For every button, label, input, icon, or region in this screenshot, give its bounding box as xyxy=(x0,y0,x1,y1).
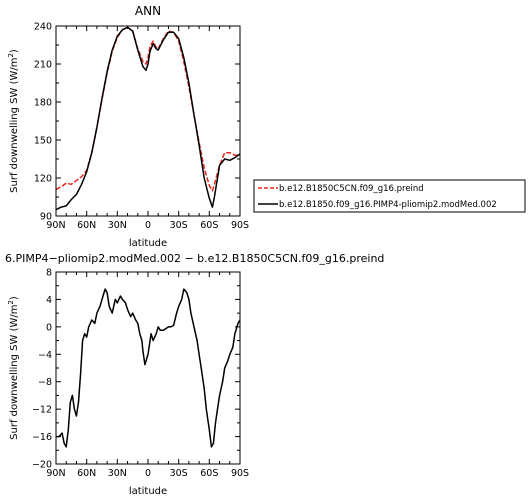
y-tick-label: 180 xyxy=(34,98,52,109)
bottom-x-axis-label: latitude xyxy=(129,486,167,497)
y-tick-label: −16 xyxy=(32,432,52,443)
bottom-plot-frame xyxy=(55,271,241,465)
series-line-difference xyxy=(56,288,241,448)
bottom-y-tick-labels: −20 −16 −12 −8 −4 0 4 8 xyxy=(32,268,52,471)
legend-label-pliomip: b.e12.B1850.f09_g16.PIMP4-pliomip2.modMe… xyxy=(279,200,497,210)
x-tick-label: 30N xyxy=(108,220,127,231)
bottom-series-lines xyxy=(56,288,241,448)
bottom-chart-title: 6.PIMP4−pliomip2.modMed.002 − b.e12.B185… xyxy=(5,252,384,265)
y-tick-label: −4 xyxy=(38,350,52,361)
top-chart-title: ANN xyxy=(135,4,161,18)
x-tick-label: 30S xyxy=(170,220,188,231)
series-line-preind xyxy=(55,26,240,192)
bottom-panel: 6.PIMP4−pliomip2.modMed.002 − b.e12.B185… xyxy=(5,252,384,497)
top-y-axis-label: Surf downwelling SW (W/m2) xyxy=(7,49,20,193)
y-tick-label: 0 xyxy=(46,322,52,333)
bottom-y-axis-label-sup: 2 xyxy=(7,300,15,304)
top-panel: ANN 90N 60N 30N 0 30S 60S 90S 90 120 150 180 210 24… xyxy=(7,4,249,249)
top-x-axis-label: latitude xyxy=(129,238,167,249)
y-tick-label: −8 xyxy=(38,377,52,388)
y-tick-label: 4 xyxy=(46,295,52,306)
bottom-grid-ticks xyxy=(55,271,241,465)
bottom-y-axis-label: Surf downwelling SW (W/m2) xyxy=(7,296,20,440)
x-tick-label: 30N xyxy=(108,468,127,479)
top-x-tick-labels: 90N 60N 30N 0 30S 60S 90S xyxy=(46,220,249,231)
bottom-x-tick-labels: 90N 60N 30N 0 30S 60S 90S xyxy=(46,468,249,479)
x-tick-label: 0 xyxy=(145,220,151,231)
top-y-axis-label-sup: 2 xyxy=(7,53,15,57)
y-tick-label: −20 xyxy=(32,460,52,471)
y-tick-label: 120 xyxy=(34,174,52,185)
top-y-axis-label-main: Surf downwelling SW (W/m xyxy=(9,58,20,193)
bottom-y-axis-label-close: ) xyxy=(9,296,20,300)
x-tick-label: 60S xyxy=(200,468,218,479)
x-tick-label: 30S xyxy=(170,468,188,479)
bottom-y-axis-label-main: Surf downwelling SW (W/m xyxy=(9,305,20,440)
top-y-tick-labels: 90 120 150 180 210 240 xyxy=(34,22,52,223)
y-tick-label: 150 xyxy=(34,136,52,147)
x-tick-label: 0 xyxy=(145,468,151,479)
legend-box xyxy=(253,179,526,213)
x-tick-label: 90N xyxy=(46,220,65,231)
top-series-lines xyxy=(55,26,241,211)
x-tick-label: 90N xyxy=(46,468,65,479)
y-tick-label: 90 xyxy=(40,212,52,223)
legend-label-preind: b.e12.B1850C5CN.f09_g16.preind xyxy=(279,184,424,194)
y-tick-label: 240 xyxy=(34,22,52,33)
x-tick-label: 60N xyxy=(77,220,96,231)
x-tick-label: 90S xyxy=(231,468,249,479)
top-y-axis-label-close: ) xyxy=(9,49,20,53)
y-tick-label: −12 xyxy=(32,405,52,416)
series-line-pliomip xyxy=(55,26,241,211)
x-tick-label: 60N xyxy=(77,468,96,479)
x-tick-label: 90S xyxy=(231,220,249,231)
y-tick-label: 8 xyxy=(46,268,52,279)
x-tick-label: 60S xyxy=(200,220,218,231)
legend: b.e12.B1850C5CN.f09_g16.preind b.e12.B18… xyxy=(253,179,526,213)
top-plot-frame xyxy=(55,25,241,217)
y-tick-label: 210 xyxy=(34,60,52,71)
